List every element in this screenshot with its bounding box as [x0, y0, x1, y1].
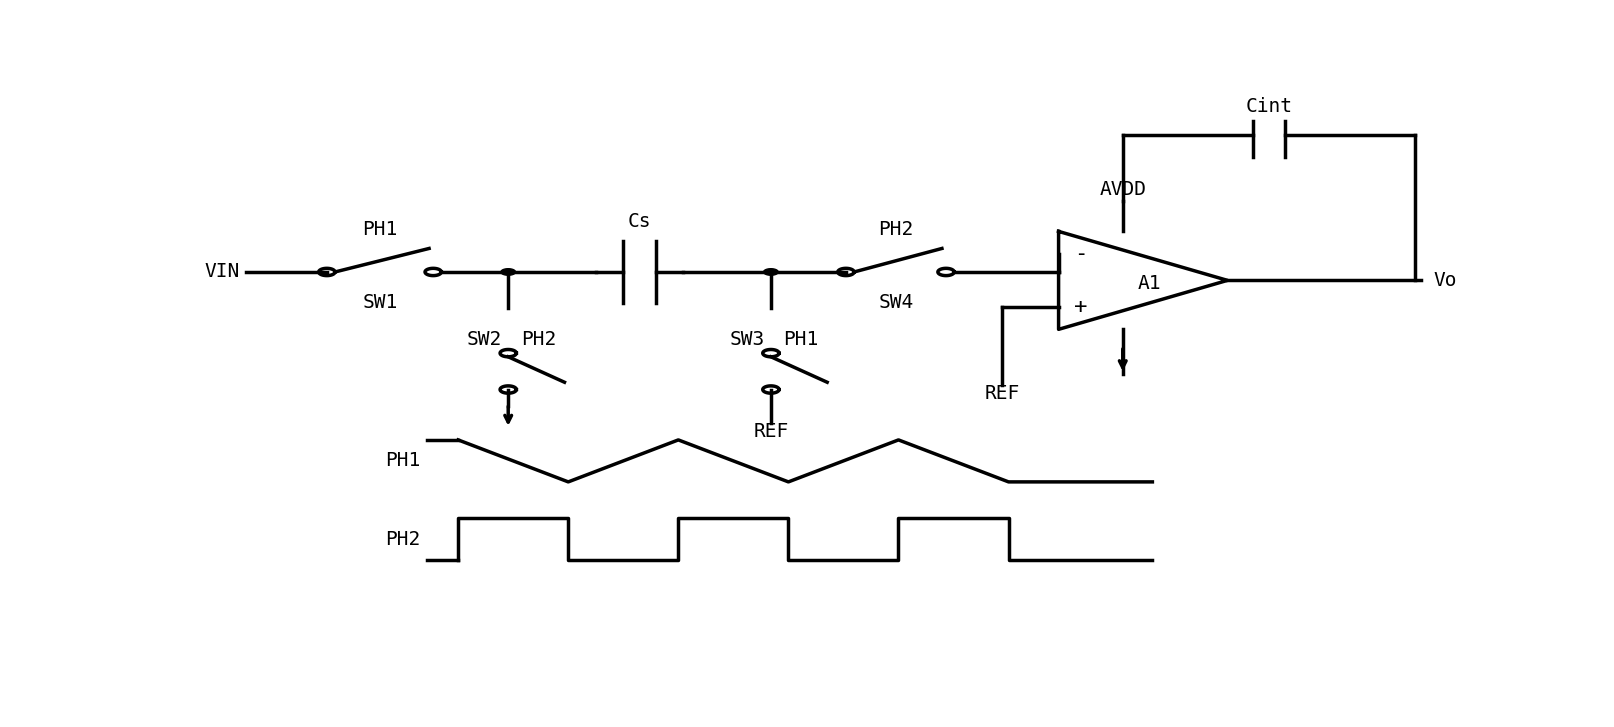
Text: Vo: Vo — [1433, 271, 1457, 290]
Text: PH1: PH1 — [386, 451, 421, 470]
Text: PH2: PH2 — [386, 530, 421, 549]
Polygon shape — [500, 269, 515, 276]
Text: SW1: SW1 — [363, 293, 397, 313]
Text: REF: REF — [754, 422, 789, 441]
Text: A1: A1 — [1138, 273, 1160, 293]
Text: VIN: VIN — [203, 262, 239, 281]
Text: PH2: PH2 — [878, 220, 914, 239]
Text: Cs: Cs — [628, 212, 652, 231]
Text: SW2: SW2 — [466, 329, 502, 349]
Text: PH1: PH1 — [363, 220, 397, 239]
Polygon shape — [763, 269, 778, 276]
Text: PH2: PH2 — [521, 329, 555, 349]
Text: AVDD: AVDD — [1099, 180, 1146, 199]
Text: +: + — [1075, 297, 1088, 317]
Text: PH1: PH1 — [783, 329, 818, 349]
Text: SW3: SW3 — [730, 329, 765, 349]
Text: -: - — [1075, 244, 1088, 264]
Text: Cint: Cint — [1246, 97, 1293, 116]
Text: REF: REF — [985, 384, 1020, 403]
Text: SW4: SW4 — [878, 293, 914, 313]
